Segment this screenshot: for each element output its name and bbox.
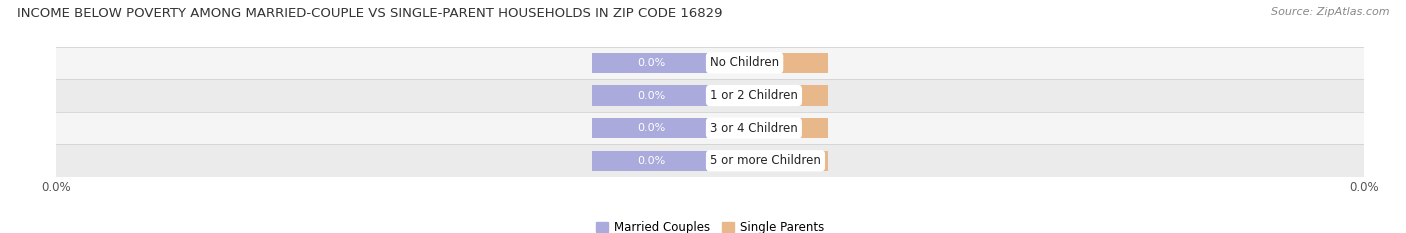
Text: 3 or 4 Children: 3 or 4 Children bbox=[710, 122, 797, 135]
Bar bbox=[0, 47, 1406, 79]
Text: 0.0%: 0.0% bbox=[637, 156, 665, 166]
Text: 0.0%: 0.0% bbox=[637, 91, 665, 100]
Text: 0.0%: 0.0% bbox=[755, 58, 783, 68]
Bar bbox=[0, 144, 1406, 177]
Bar bbox=[710, 53, 828, 73]
Legend: Married Couples, Single Parents: Married Couples, Single Parents bbox=[592, 217, 828, 233]
Text: 0.0%: 0.0% bbox=[637, 58, 665, 68]
Bar bbox=[710, 151, 828, 171]
Text: No Children: No Children bbox=[710, 56, 779, 69]
Bar bbox=[592, 118, 710, 138]
Bar bbox=[592, 53, 710, 73]
Text: INCOME BELOW POVERTY AMONG MARRIED-COUPLE VS SINGLE-PARENT HOUSEHOLDS IN ZIP COD: INCOME BELOW POVERTY AMONG MARRIED-COUPL… bbox=[17, 7, 723, 20]
Bar bbox=[0, 112, 1406, 144]
Bar bbox=[0, 79, 1406, 112]
Text: 0.0%: 0.0% bbox=[637, 123, 665, 133]
Text: 0.0%: 0.0% bbox=[755, 156, 783, 166]
Bar bbox=[592, 86, 710, 106]
Text: 0.0%: 0.0% bbox=[755, 91, 783, 100]
Bar bbox=[710, 86, 828, 106]
Bar bbox=[710, 118, 828, 138]
Text: Source: ZipAtlas.com: Source: ZipAtlas.com bbox=[1271, 7, 1389, 17]
Text: 1 or 2 Children: 1 or 2 Children bbox=[710, 89, 799, 102]
Bar bbox=[592, 151, 710, 171]
Text: 5 or more Children: 5 or more Children bbox=[710, 154, 821, 167]
Text: 0.0%: 0.0% bbox=[755, 123, 783, 133]
